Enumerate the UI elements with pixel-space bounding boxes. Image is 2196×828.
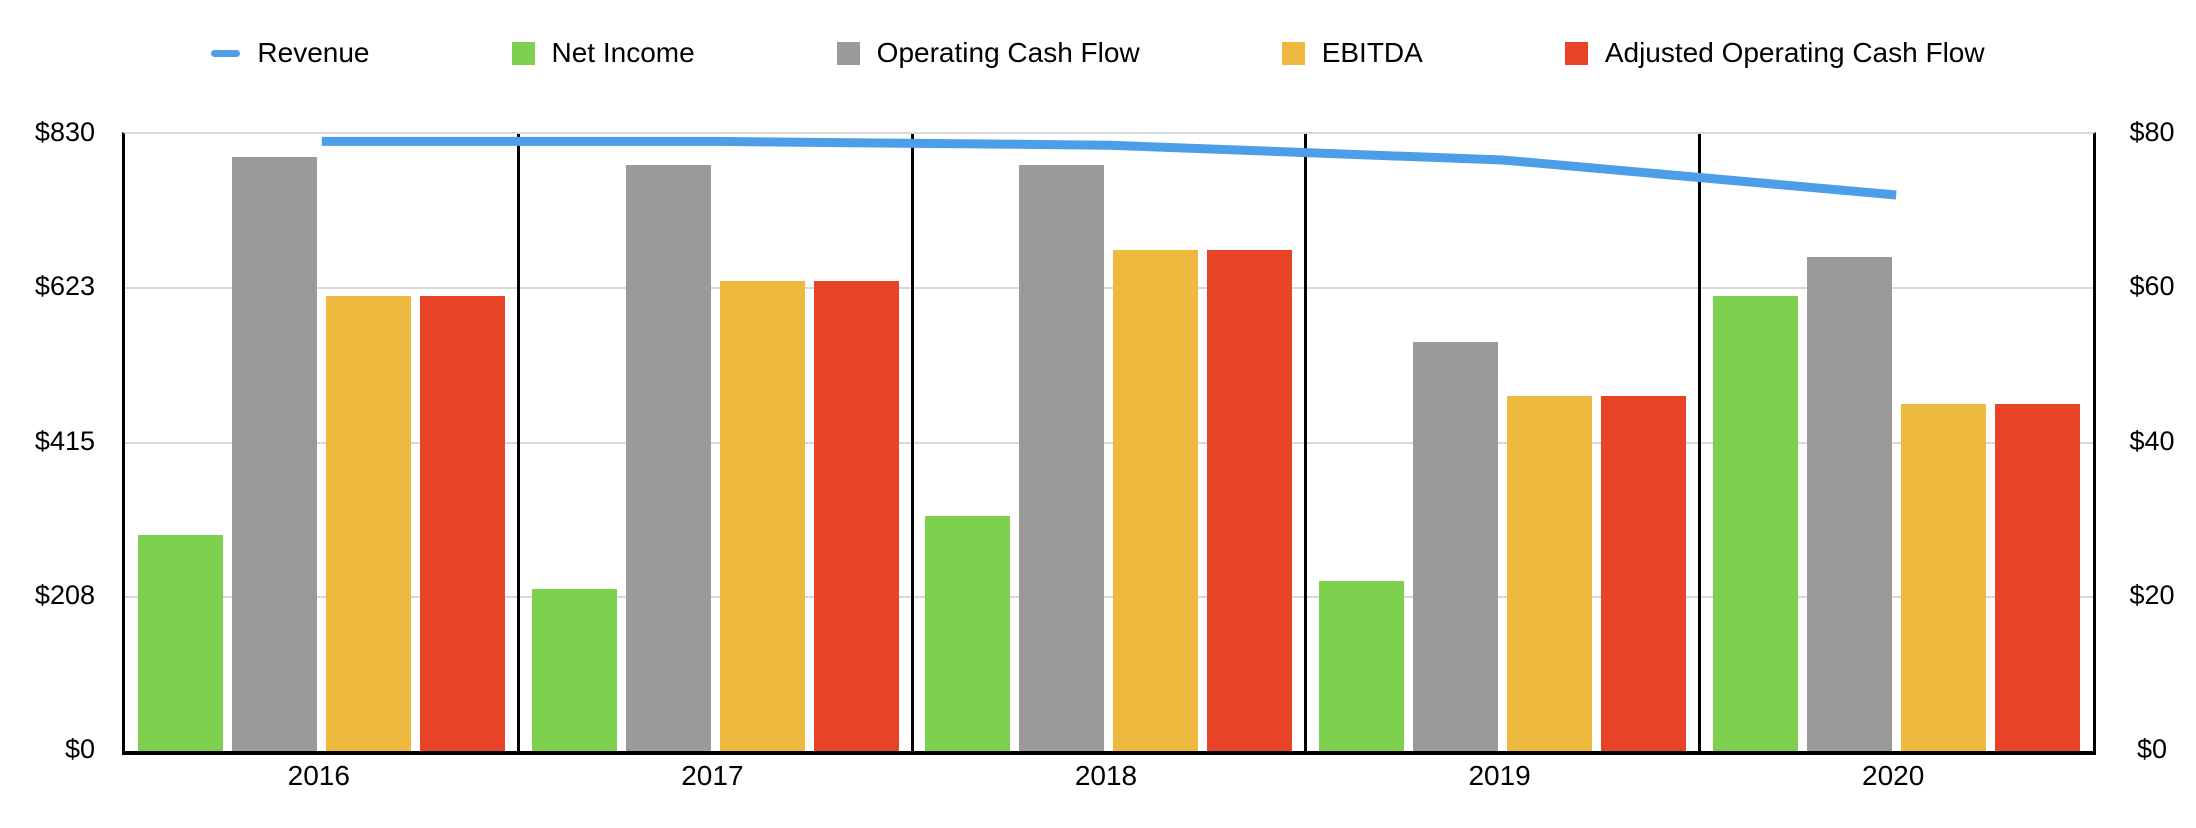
bar-operating-cash-flow-2018 [1019, 164, 1105, 751]
legend-label: Net Income [551, 37, 695, 68]
legend-item-revenue: Revenue [211, 37, 370, 69]
bar-operating-cash-flow-2019 [1413, 342, 1499, 751]
panel-2018 [912, 134, 1306, 751]
legend-label: Operating Cash Flow [876, 37, 1140, 68]
bar-adjusted-operating-cash-flow-2016 [420, 295, 506, 751]
panel-2019 [1306, 134, 1700, 751]
x-tick-label-2016: 2016 [287, 760, 350, 791]
x-tick-label-2019: 2019 [1468, 760, 1531, 791]
bar-operating-cash-flow-2017 [625, 164, 711, 751]
y-tick-label-left-0: $830 [34, 117, 95, 147]
legend-item-ebitda: EBITDA [1281, 37, 1423, 69]
x-tick-label-2017: 2017 [681, 760, 744, 791]
bar-operating-cash-flow-2016 [232, 157, 318, 751]
bar-ebitda-2019 [1507, 396, 1593, 751]
panel-divider [517, 134, 521, 751]
y-tick-label-right-2: $40 [2129, 425, 2175, 456]
bar-adjusted-operating-cash-flow-2020 [1994, 403, 2080, 751]
bar-ebitda-2017 [719, 280, 805, 751]
legend-label: EBITDA [1321, 37, 1423, 68]
bar-ebitda-2016 [326, 295, 412, 751]
x-tick-label-2018: 2018 [1074, 760, 1138, 791]
y-tick-label-left-4: $0 [64, 734, 95, 764]
legend: Revenue Net Income Operating Cash Flow EBIT… [0, 36, 2196, 70]
panel-2017 [519, 134, 913, 751]
bar-adjusted-operating-cash-flow-2017 [813, 280, 899, 751]
panel-divider [1697, 134, 1701, 751]
bar-operating-cash-flow-2020 [1806, 257, 1892, 751]
bar-net-income-2017 [531, 589, 617, 751]
panel-2020 [1699, 134, 2093, 751]
bar-net-income-2020 [1712, 295, 1798, 751]
gridline [125, 595, 2093, 598]
y-tick-label-right-3: $20 [2129, 579, 2175, 610]
legend-swatch-net-income-icon [511, 41, 535, 65]
bar-net-income-2018 [925, 515, 1011, 751]
bar-ebitda-2018 [1113, 249, 1199, 751]
y-tick-label-right-1: $60 [2129, 271, 2175, 302]
legend-label: Revenue [257, 37, 370, 68]
bar-net-income-2016 [138, 535, 224, 751]
y-tick-label-right-0: $80 [2129, 117, 2175, 147]
bar-adjusted-operating-cash-flow-2018 [1207, 249, 1293, 751]
y-tick-label-right-4: $0 [2136, 734, 2168, 764]
y-tick-label-left-1: $623 [34, 271, 95, 302]
panel-2016 [125, 134, 519, 751]
y-tick-label-left-2: $415 [34, 425, 95, 456]
bar-net-income-2019 [1319, 581, 1405, 751]
legend-swatch-adjusted-operating-cash-flow-icon [1564, 41, 1588, 65]
x-tick-label-2020: 2020 [1862, 760, 1925, 791]
legend-label: Adjusted Operating Cash Flow [1604, 37, 1985, 68]
legend-item-operating-cash-flow: Operating Cash Flow [836, 37, 1140, 69]
bar-adjusted-operating-cash-flow-2019 [1601, 396, 1687, 751]
panel-divider [1304, 134, 1308, 751]
legend-item-adjusted-operating-cash-flow: Adjusted Operating Cash Flow [1564, 37, 1985, 69]
bar-ebitda-2020 [1900, 403, 1986, 751]
legend-swatch-ebitda-icon [1281, 41, 1305, 65]
panel-divider [910, 134, 914, 751]
legend-swatch-operating-cash-flow-icon [836, 41, 860, 65]
legend-swatch-revenue-icon [211, 49, 241, 57]
y-tick-label-left-3: $208 [34, 579, 95, 610]
legend-item-net-income: Net Income [511, 37, 695, 69]
gridline [125, 441, 2093, 444]
plot-area [122, 132, 2096, 755]
gridline [125, 287, 2093, 290]
